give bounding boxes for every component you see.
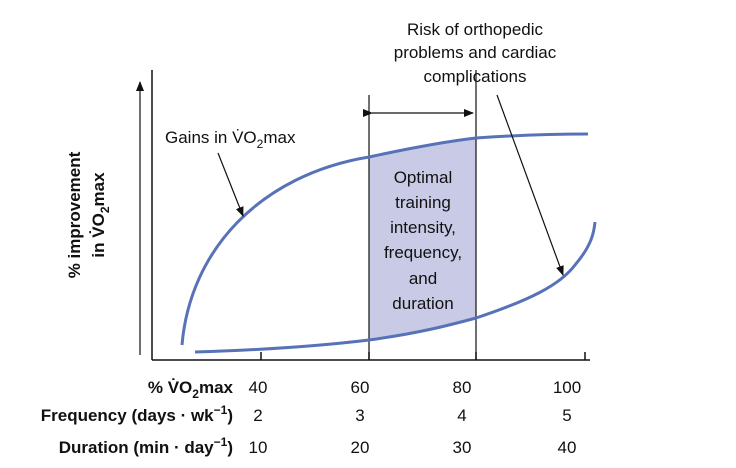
row-label: Duration (min · day−1)	[59, 435, 233, 457]
row-value: 10	[249, 438, 268, 457]
risk-curve	[194, 221, 597, 354]
text: max	[263, 128, 296, 147]
risk-line: problems and cardiac	[394, 43, 557, 62]
row-value: 40	[249, 378, 268, 397]
optimal-line: training	[395, 193, 451, 212]
text: in V̇O	[89, 213, 108, 257]
gains-arrow	[217, 152, 244, 217]
row-value: 5	[562, 406, 571, 425]
risk-line: Risk of orthopedic	[407, 20, 544, 39]
risk-arrow	[496, 94, 564, 276]
superscript: −1	[214, 435, 228, 449]
row-value: 100	[553, 378, 581, 397]
subscript: 2	[192, 387, 199, 401]
risk-label: Risk of orthopedic problems and cardiac …	[394, 20, 557, 86]
subscript: 2	[257, 137, 264, 151]
optimal-line: duration	[392, 294, 453, 313]
text: )	[227, 406, 233, 425]
row-value: 30	[453, 438, 472, 457]
superscript: −1	[214, 403, 228, 417]
optimal-line: Optimal	[394, 168, 453, 187]
y-axis-label: % improvement in V̇O2max	[65, 151, 112, 278]
risk-line: complications	[424, 67, 527, 86]
row-value: 60	[351, 378, 370, 397]
row-value: 2	[253, 406, 262, 425]
text: )	[227, 438, 233, 457]
text: % V̇O	[148, 378, 192, 397]
row-label: Frequency (days · wk−1)	[41, 403, 233, 425]
row-value: 4	[457, 406, 466, 425]
text: max	[199, 378, 234, 397]
x-ticks	[260, 352, 586, 360]
optimal-label: Optimal training intensity, frequency, a…	[384, 168, 462, 313]
text: max	[89, 172, 108, 207]
text: Gains in V̇O	[165, 128, 257, 147]
optimal-line: and	[409, 269, 437, 288]
text: Duration (min · day	[59, 438, 214, 457]
optimal-line: frequency,	[384, 243, 462, 262]
subscript: 2	[98, 206, 112, 213]
optimal-line: intensity,	[390, 218, 456, 237]
optimal-region	[369, 138, 476, 340]
y-label-line: in V̇O2max	[89, 172, 112, 258]
y-label-line: % improvement	[65, 151, 84, 278]
gains-curve	[180, 132, 589, 346]
row-label: % V̇O2max	[148, 378, 234, 401]
text: Frequency (days · wk	[41, 406, 214, 425]
row-value: 40	[558, 438, 577, 457]
row-value: 3	[355, 406, 364, 425]
gains-label: Gains in V̇O2max	[165, 128, 296, 151]
row-value: 20	[351, 438, 370, 457]
row-value: 80	[453, 378, 472, 397]
